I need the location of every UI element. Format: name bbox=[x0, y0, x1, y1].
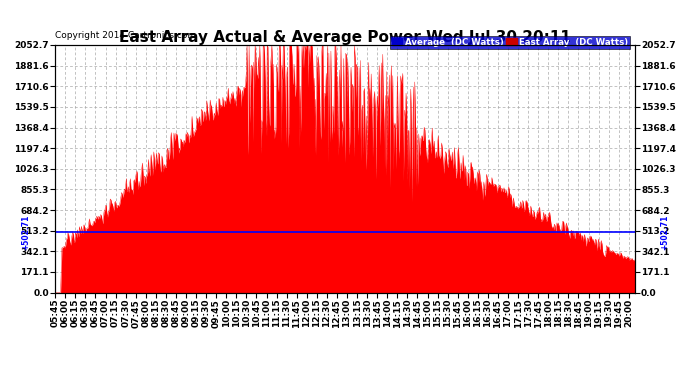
Title: East Array Actual & Average Power Wed Jul 30 20:11: East Array Actual & Average Power Wed Ju… bbox=[119, 30, 571, 45]
Text: +502.71: +502.71 bbox=[21, 214, 30, 250]
Text: +502.71: +502.71 bbox=[660, 214, 669, 250]
Text: Copyright 2014 Cartronics.com: Copyright 2014 Cartronics.com bbox=[55, 32, 197, 40]
Legend: Average  (DC Watts), East Array  (DC Watts): Average (DC Watts), East Array (DC Watts… bbox=[390, 36, 631, 49]
